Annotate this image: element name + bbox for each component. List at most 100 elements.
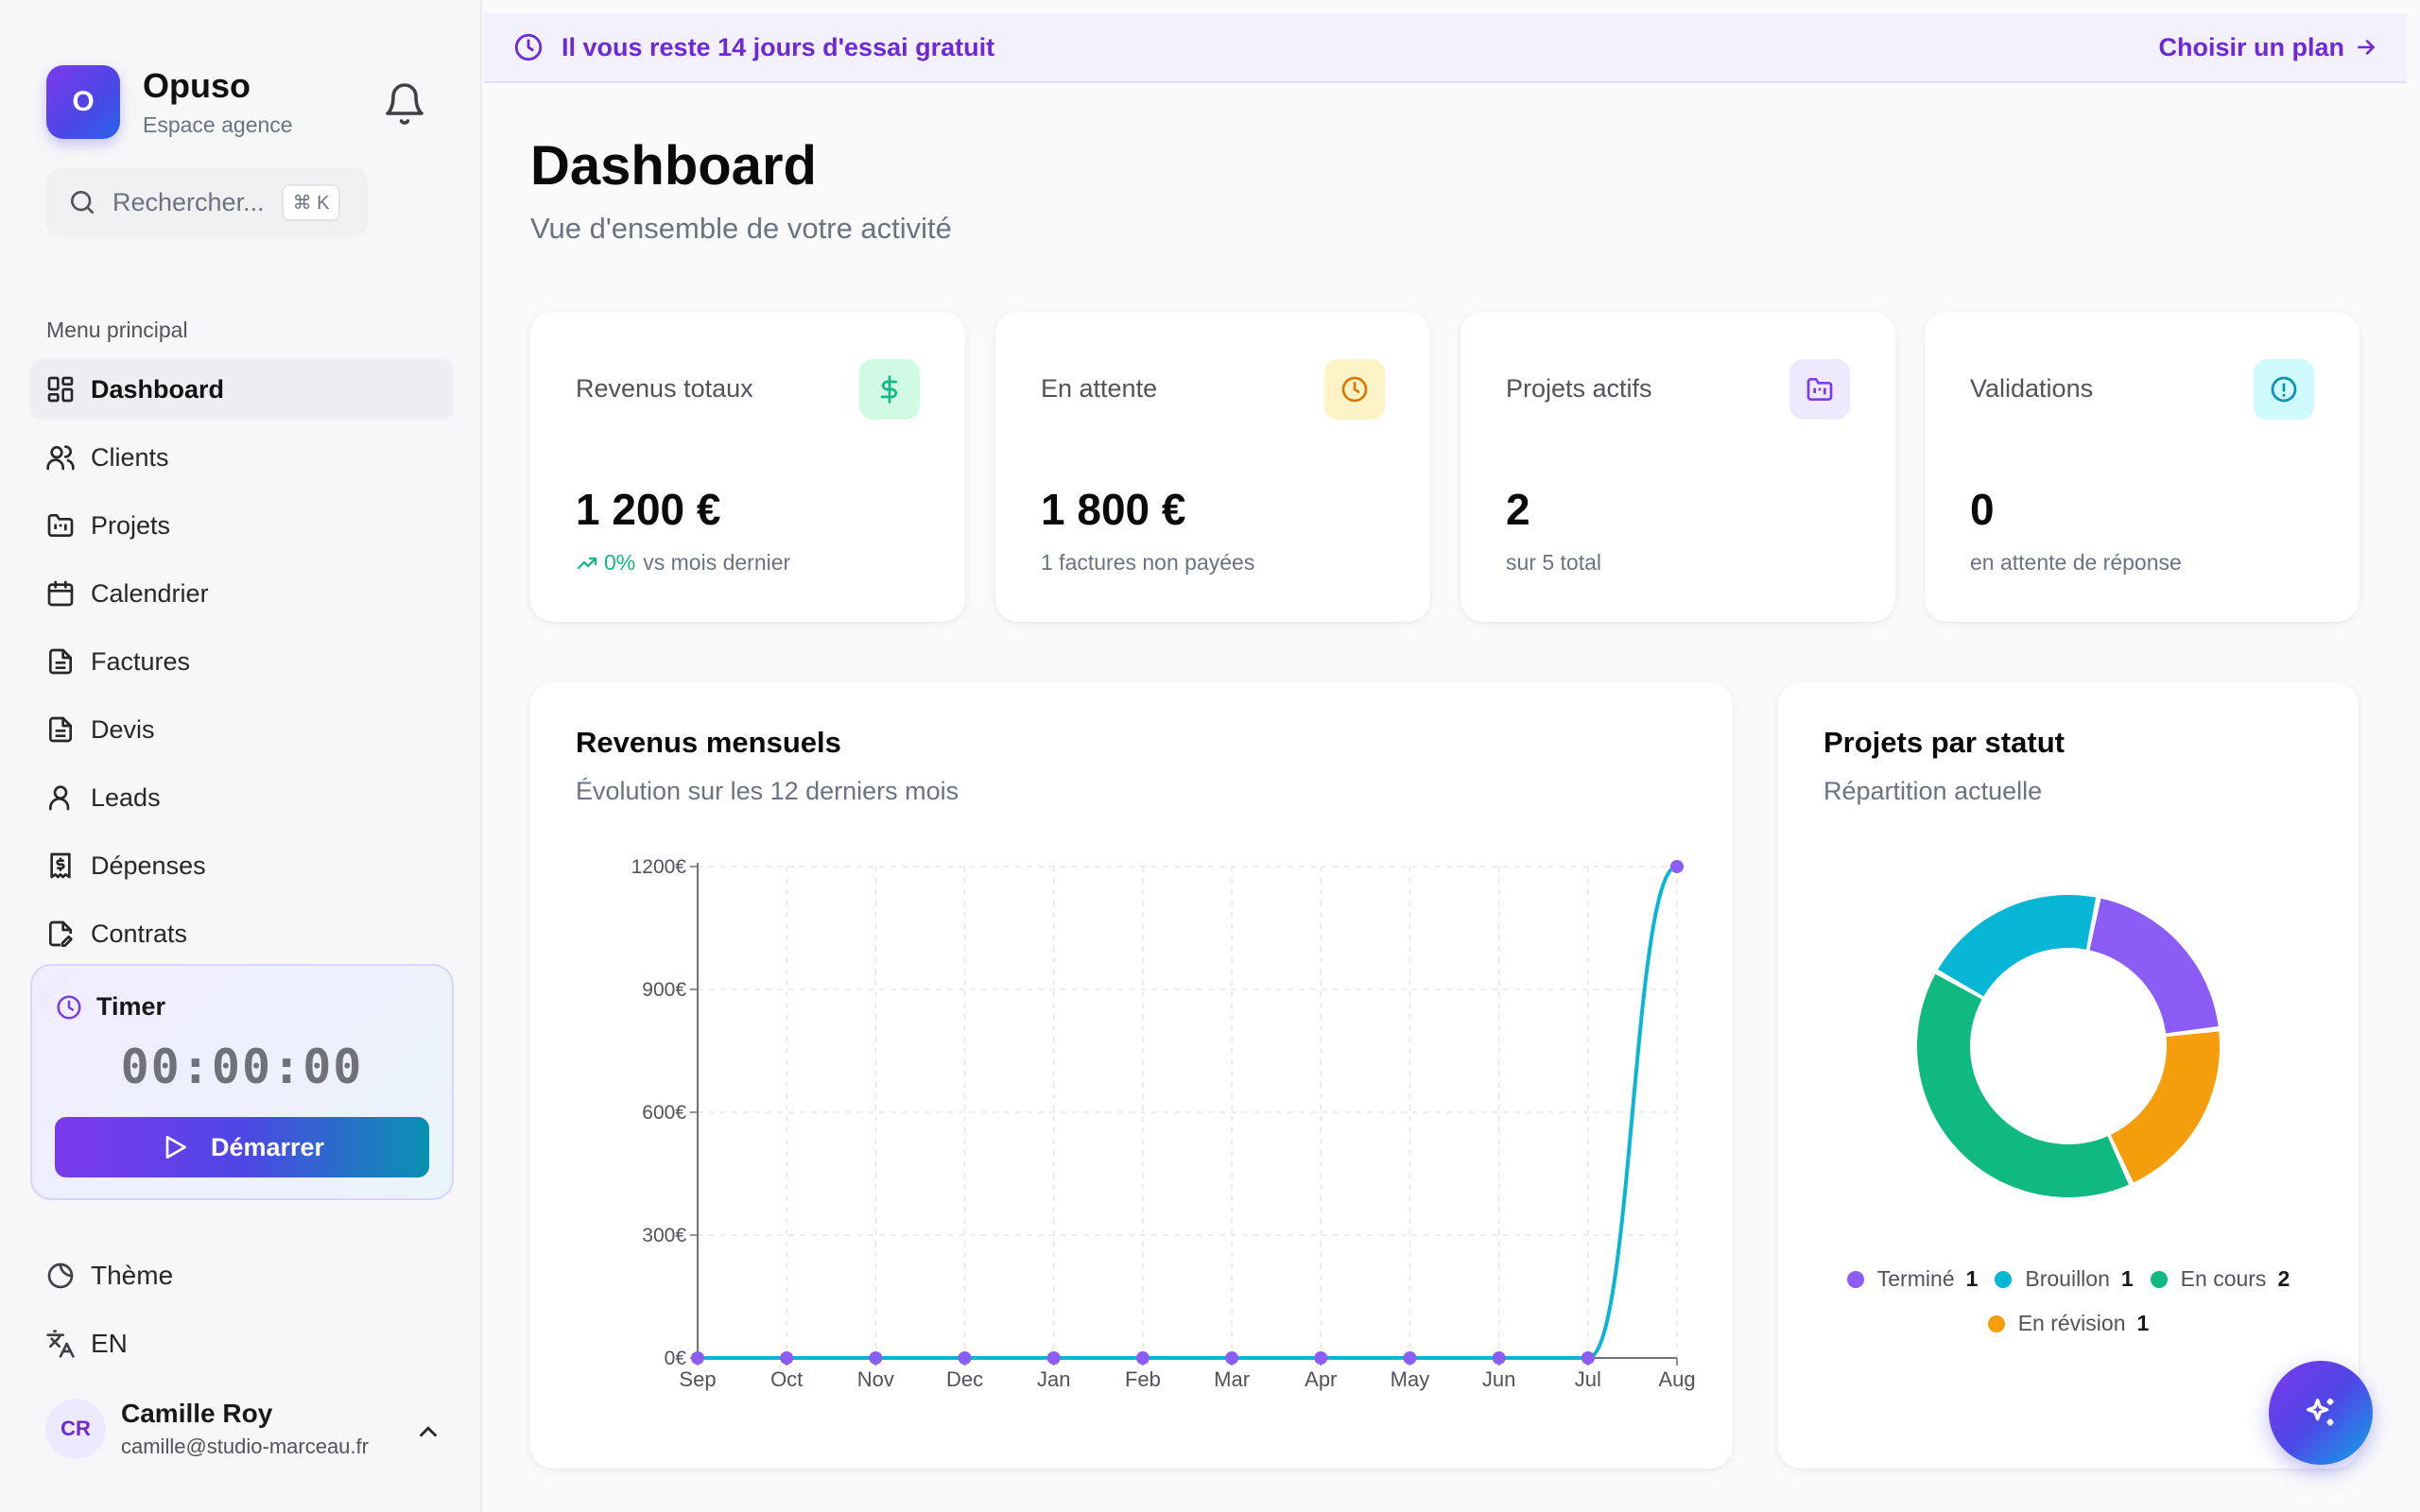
sidebar-item-label: Devis (91, 714, 155, 744)
donut-slice[interactable] (2089, 898, 2219, 1034)
user-icon (49, 785, 70, 811)
x-tick-label: Jan (1037, 1367, 1070, 1391)
legend-count: 2 (2277, 1266, 2290, 1291)
stat-label: Validations (1970, 374, 2094, 403)
data-point (1314, 1351, 1328, 1365)
legend-dot (1995, 1270, 2013, 1288)
brand-logo: O (46, 65, 120, 139)
bell-icon[interactable] (382, 81, 427, 127)
user-menu[interactable]: CR Camille Roy camille@studio-marceau.fr (45, 1399, 442, 1459)
legend-dot (1987, 1314, 2005, 1332)
language-toggle[interactable]: EN (45, 1329, 128, 1359)
stat-value: 0 (1970, 485, 1995, 534)
sidebar-item-clients[interactable]: Clients (30, 427, 454, 488)
user-name: Camille Roy (121, 1399, 273, 1428)
donut-slice[interactable] (1938, 895, 2097, 997)
legend-label: Terminé (1876, 1266, 1955, 1291)
chevron-up-icon (420, 1426, 437, 1437)
stat-value: 1 200 € (576, 485, 721, 534)
file-text-icon (49, 716, 72, 743)
legend-label: Brouillon (2025, 1266, 2110, 1291)
revenue-chart-card: Revenus mensuels Évolution sur les 12 de… (530, 682, 1733, 1469)
sidebar-item-contrats[interactable]: Contrats (30, 903, 454, 964)
avatar: CR (45, 1399, 106, 1459)
stat-delta: 0% (604, 550, 636, 575)
data-point (780, 1351, 794, 1365)
timer-widget: Timer 00:00:00 Démarrer (30, 964, 454, 1200)
legend-label: En cours (2180, 1266, 2267, 1291)
dollar-icon (859, 359, 920, 420)
y-tick-label: 300€ (642, 1225, 686, 1246)
sidebar-item-label: Calendrier (91, 578, 209, 608)
data-point (1581, 1351, 1595, 1365)
sidebar-item-depenses[interactable]: Dépenses (30, 835, 454, 896)
revenue-line-chart: 0€ 300€ 600€ 900€ 1200€ Sep Oct Nov Dec Jan Feb Mar… (631, 856, 1696, 1391)
choose-plan-label: Choisir un plan (2158, 32, 2344, 61)
y-tick-label: 900€ (642, 979, 686, 1001)
legend-count: 1 (1965, 1266, 1979, 1291)
card-subtitle: Répartition actuelle (1824, 777, 2043, 805)
clock-icon (514, 33, 543, 61)
sidebar-item-calendrier[interactable]: Calendrier (30, 563, 454, 624)
search-placeholder: Rechercher... (112, 187, 265, 216)
legend-label: En révision (2017, 1311, 2126, 1335)
stat-foot: sur 5 total (1506, 550, 1601, 575)
arrow-right-icon (2358, 40, 2376, 55)
data-point (1670, 860, 1684, 873)
data-point (869, 1351, 883, 1365)
timer-start-button[interactable]: Démarrer (55, 1117, 429, 1177)
legend-dot (1846, 1270, 1864, 1288)
x-tick-label: Dec (946, 1367, 983, 1391)
card-title: Revenus mensuels (576, 726, 841, 759)
legend-count: 1 (2136, 1311, 2150, 1335)
search-shortcut: ⌘ K (281, 183, 341, 221)
status-donut-chart (1917, 895, 2220, 1197)
sidebar-item-label: Dépenses (91, 850, 206, 880)
stat-card-validations[interactable]: Validations 0 en attente de réponse (1925, 312, 2360, 622)
data-point (1403, 1351, 1417, 1365)
x-tick-label: Nov (857, 1367, 894, 1391)
folder-icon (47, 514, 74, 537)
stat-card-revenue[interactable]: Revenus totaux 1 200 € 0% vs mois dernie… (530, 312, 965, 622)
card-title: Projets par statut (1824, 726, 2065, 759)
stat-foot: 1 factures non payées (1041, 550, 1255, 575)
stat-card-pending[interactable]: En attente 1 800 € 1 factures non payées (995, 312, 1430, 622)
alert-circle-icon (2254, 359, 2314, 420)
search-icon (71, 191, 94, 214)
timer-display: 00:00:00 (120, 1040, 364, 1094)
x-tick-label: Feb (1125, 1367, 1161, 1391)
stat-label: Revenus totaux (576, 374, 753, 403)
stat-card-projects[interactable]: Projets actifs 2 sur 5 total (1461, 312, 1895, 622)
sidebar-item-projets[interactable]: Projets (30, 495, 454, 556)
sidebar-item-factures[interactable]: Factures (30, 631, 454, 692)
y-tick-label: 1200€ (631, 856, 687, 878)
trial-text: Il vous reste 14 jours d'essai gratuit (562, 32, 995, 61)
calendar-icon (47, 580, 74, 607)
sidebar-item-devis[interactable]: Devis (30, 699, 454, 760)
sidebar-item-label: Leads (91, 782, 161, 812)
theme-icon (47, 1263, 74, 1289)
page-subtitle: Vue d'ensemble de votre activité (530, 212, 952, 245)
ai-assistant-button[interactable] (2269, 1361, 2373, 1465)
sidebar-item-dashboard[interactable]: Dashboard (30, 359, 454, 420)
data-point (1492, 1351, 1506, 1365)
dashboard-icon (47, 376, 74, 403)
donut-slice[interactable] (1917, 973, 2129, 1197)
x-tick-label: Jul (1575, 1367, 1601, 1391)
receipt-icon (50, 852, 71, 879)
data-point (1225, 1351, 1239, 1365)
theme-toggle[interactable]: Thème (45, 1261, 173, 1291)
donut-slice[interactable] (2110, 1031, 2220, 1183)
brand[interactable]: O Opuso Espace agence (46, 65, 293, 139)
sidebar-item-leads[interactable]: Leads (30, 767, 454, 828)
search-button[interactable]: Rechercher... ⌘ K (46, 168, 368, 236)
legend-item: Brouillon 1 (1995, 1266, 2134, 1292)
choose-plan-link[interactable]: Choisir un plan (2158, 33, 2378, 62)
status-chart-card: Projets par statut Répartition actuelle … (1778, 682, 2359, 1469)
data-point (1046, 1351, 1061, 1365)
legend-dot (2150, 1270, 2168, 1288)
trial-banner: Il vous reste 14 jours d'essai gratuit C… (484, 13, 2407, 83)
stat-label: En attente (1041, 374, 1158, 403)
clock-icon (57, 995, 81, 1019)
languages-icon (46, 1330, 75, 1358)
